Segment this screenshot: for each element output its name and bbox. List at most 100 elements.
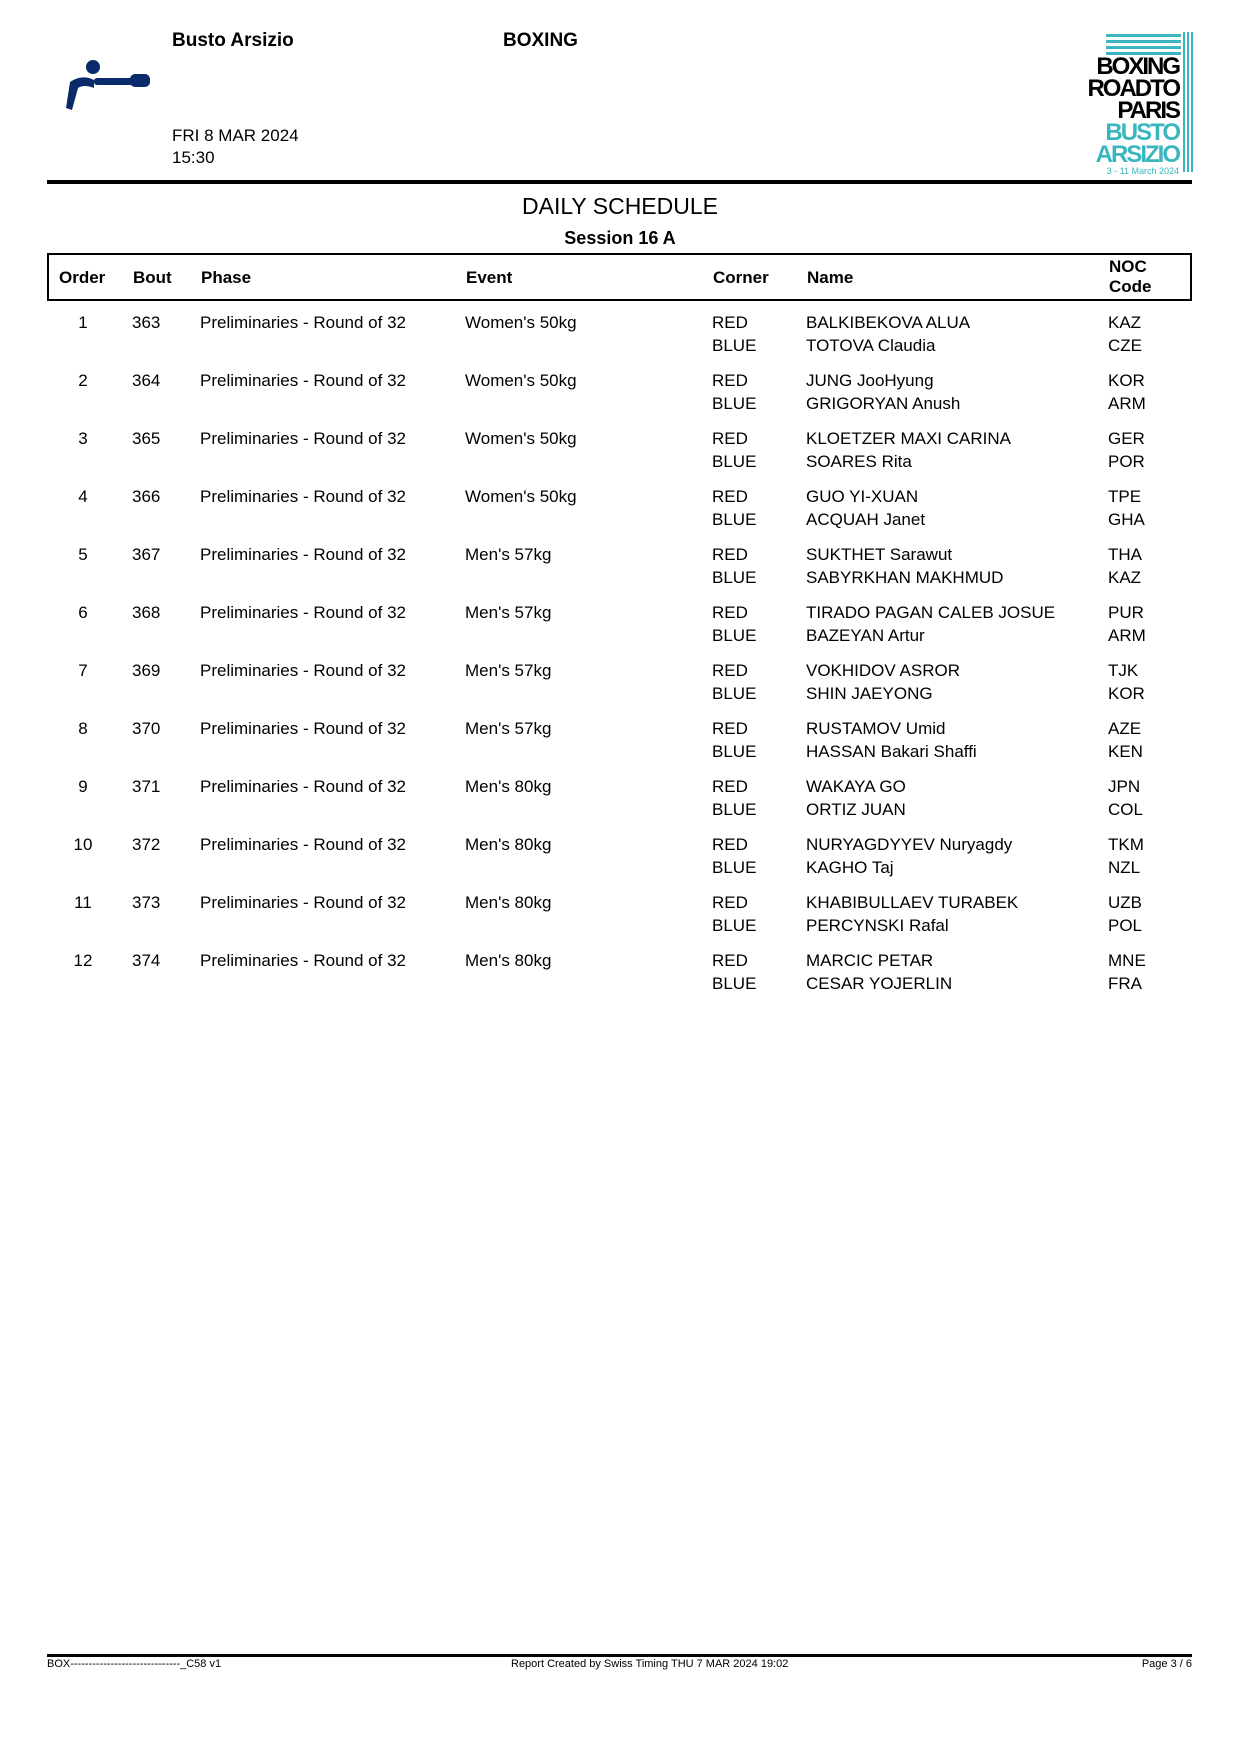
event-cell: Men's 80kg [465, 777, 552, 796]
corner-red: RED [712, 951, 748, 970]
red-noc: AZE [1108, 719, 1142, 738]
blue-boxer-name: ORTIZ JUAN [806, 800, 906, 819]
red-boxer-name: RUSTAMOV Umid [806, 719, 946, 738]
phase-cell: Preliminaries - Round of 32 [200, 661, 406, 680]
table-row: 6 368 Preliminaries - Round of 32 Men's 57k… [0, 603, 1240, 661]
red-noc: KAZ [1108, 313, 1142, 332]
date: FRI 8 MAR 2024 [172, 126, 299, 145]
event-cell: Men's 80kg [465, 951, 552, 970]
venue: Busto Arsizio [172, 30, 294, 51]
phase-cell: Preliminaries - Round of 32 [200, 603, 406, 622]
blue-noc: POL [1108, 916, 1143, 935]
col-bout: Bout [133, 268, 172, 287]
page-title: DAILY SCHEDULE [522, 193, 718, 219]
blue-boxer-name: SABYRKHAN MAKHMUD [806, 568, 1004, 587]
corner-red: RED [712, 893, 748, 912]
bout-cell: 372 [132, 835, 161, 854]
order-cell: 8 [78, 719, 88, 738]
phase-cell: Preliminaries - Round of 32 [200, 487, 406, 506]
blue-boxer-name: HASSAN Bakari Shaffi [806, 742, 977, 761]
red-noc: UZB [1108, 893, 1142, 912]
corner-red: RED [712, 661, 748, 680]
time: 15:30 [172, 148, 215, 167]
blue-boxer-name: SHIN JAEYONG [806, 684, 933, 703]
phase-cell: Preliminaries - Round of 32 [200, 719, 406, 738]
corner-blue: BLUE [712, 452, 757, 471]
corner-blue: BLUE [712, 916, 757, 935]
event-cell: Women's 50kg [465, 429, 577, 448]
red-boxer-name: KHABIBULLAEV TURABEK [806, 893, 1019, 912]
red-boxer-name: BALKIBEKOVA ALUA [806, 313, 971, 332]
table-header: Order Bout Phase Event Corner Name NOC C… [47, 253, 1192, 301]
red-noc: TKM [1108, 835, 1144, 854]
corner-blue: BLUE [712, 510, 757, 529]
col-noc-line1: NOC [1109, 257, 1147, 276]
col-corner: Corner [713, 268, 769, 287]
bout-cell: 363 [132, 313, 161, 332]
corner-blue: BLUE [712, 800, 757, 819]
bout-cell: 369 [132, 661, 161, 680]
table-row: 12 374 Preliminaries - Round of 32 Men's 80… [0, 951, 1240, 1009]
bout-cell: 370 [132, 719, 161, 738]
blue-noc: POR [1108, 452, 1145, 471]
blue-noc: KEN [1108, 742, 1143, 761]
table-row: 5 367 Preliminaries - Round of 32 Men's 57k… [0, 545, 1240, 603]
red-noc: JPN [1108, 777, 1141, 796]
boxing-pictogram-icon [66, 60, 150, 110]
phase-cell: Preliminaries - Round of 32 [200, 893, 406, 912]
table-row: 10 372 Preliminaries - Round of 32 Men's 80… [0, 835, 1240, 893]
corner-blue: BLUE [712, 742, 757, 761]
red-noc: GER [1108, 429, 1145, 448]
footer-created: Report Created by Swiss Timing THU 7 MAR… [511, 1658, 789, 1670]
col-noc-line2: Code [1109, 277, 1152, 296]
col-name: Name [807, 268, 854, 287]
corner-red: RED [712, 777, 748, 796]
corner-blue: BLUE [712, 858, 757, 877]
order-cell: 11 [74, 893, 92, 912]
bout-cell: 371 [132, 777, 161, 796]
red-noc: PUR [1108, 603, 1144, 622]
red-boxer-name: JUNG JooHyung [806, 371, 934, 390]
corner-red: RED [712, 545, 748, 564]
corner-red: RED [712, 487, 748, 506]
blue-noc: ARM [1108, 626, 1146, 645]
phase-cell: Preliminaries - Round of 32 [200, 835, 406, 854]
event-cell: Men's 80kg [465, 835, 552, 854]
phase-cell: Preliminaries - Round of 32 [200, 777, 406, 796]
red-boxer-name: GUO YI-XUAN [806, 487, 919, 506]
blue-boxer-name: PERCYNSKI Rafal [806, 916, 949, 935]
order-cell: 9 [78, 777, 88, 796]
logo-line: ARSIZIO [1095, 141, 1181, 168]
corner-red: RED [712, 603, 748, 622]
header-divider [47, 180, 1192, 184]
logo-line: ROADTO [1087, 75, 1181, 102]
red-noc: KOR [1108, 371, 1145, 390]
phase-cell: Preliminaries - Round of 32 [200, 313, 406, 332]
blue-noc: KOR [1108, 684, 1145, 703]
blue-boxer-name: SOARES Rita [806, 452, 912, 471]
table-row: 4 366 Preliminaries - Round of 32 Women's 5… [0, 487, 1240, 545]
logo-line: BUSTO [1105, 119, 1181, 146]
red-boxer-name: VOKHIDOV ASROR [806, 661, 960, 680]
col-phase: Phase [201, 268, 252, 287]
blue-noc: FRA [1108, 974, 1142, 993]
logo-line: PARIS [1117, 97, 1181, 124]
table-row: 11 373 Preliminaries - Round of 32 Men's 80… [0, 893, 1240, 951]
table-row: 7 369 Preliminaries - Round of 32 Men's 57k… [0, 661, 1240, 719]
blue-boxer-name: TOTOVA Claudia [806, 336, 936, 355]
bout-cell: 365 [132, 429, 161, 448]
footer-divider [47, 1654, 1192, 1657]
corner-red: RED [712, 313, 748, 332]
red-noc: MNE [1108, 951, 1146, 970]
order-cell: 4 [78, 487, 88, 506]
corner-red: RED [712, 371, 748, 390]
corner-blue: BLUE [712, 974, 757, 993]
red-boxer-name: NURYAGDYYEV Nuryagdy [806, 835, 1013, 854]
order-cell: 6 [78, 603, 88, 622]
corner-red: RED [712, 429, 748, 448]
bout-cell: 367 [132, 545, 161, 564]
phase-cell: Preliminaries - Round of 32 [200, 429, 406, 448]
footer-page: Page 3 / 6 [1141, 1658, 1192, 1670]
order-cell: 2 [78, 371, 88, 390]
